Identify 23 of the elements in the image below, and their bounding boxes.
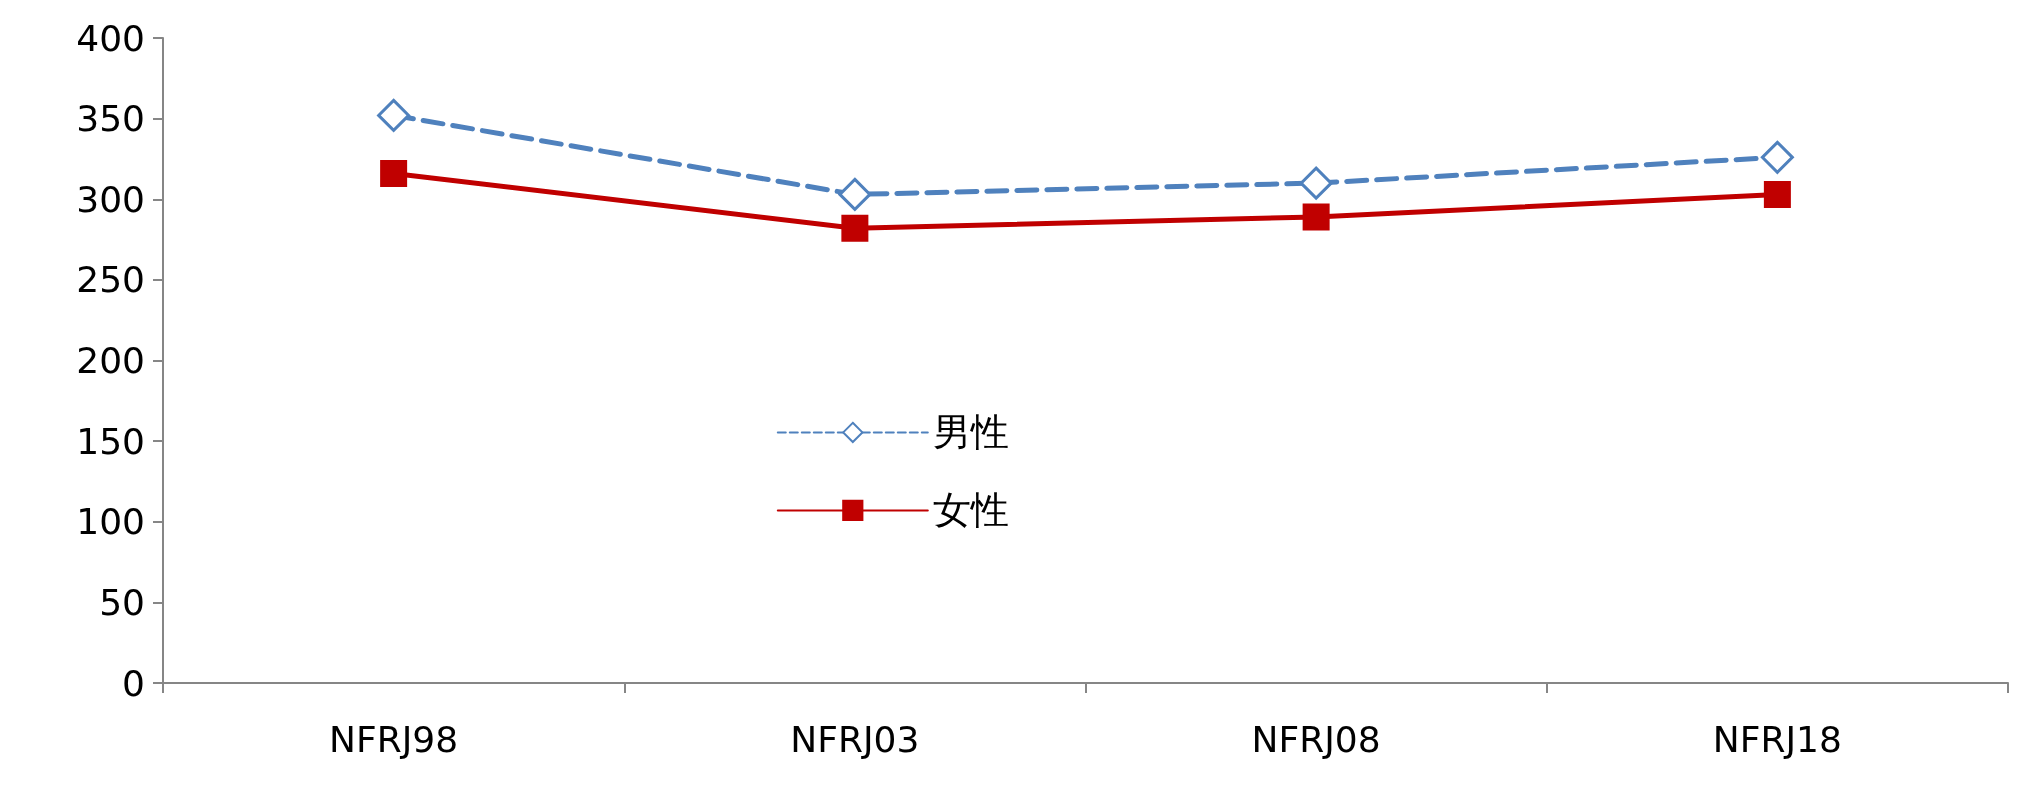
y-tick-label: 150 — [76, 420, 145, 462]
y-tick-label: 400 — [76, 17, 145, 59]
x-tick-label: NFRJ03 — [790, 718, 920, 760]
y-tick-label: 350 — [76, 98, 145, 140]
point — [1760, 140, 1794, 174]
point — [838, 177, 872, 211]
y-tick-label: 0 — [122, 662, 145, 704]
y-tick-label: 200 — [76, 340, 145, 381]
x-tick-label: NFRJ08 — [1251, 718, 1381, 760]
y-tick-label: 100 — [76, 501, 145, 543]
point — [1302, 203, 1330, 231]
point — [841, 214, 869, 242]
legend-label: 女性 — [932, 488, 1009, 533]
y-tick-label: 250 — [76, 259, 145, 301]
point — [1299, 166, 1333, 200]
point — [1763, 180, 1791, 208]
x-tick-label: NFRJ18 — [1712, 718, 1842, 760]
y-tick-label: 50 — [99, 581, 145, 623]
legend-label: 男性 — [932, 410, 1009, 455]
point — [377, 98, 411, 132]
y-tick-label: 300 — [76, 178, 145, 220]
x-tick-label: NFRJ98 — [329, 718, 459, 760]
point — [380, 159, 408, 187]
